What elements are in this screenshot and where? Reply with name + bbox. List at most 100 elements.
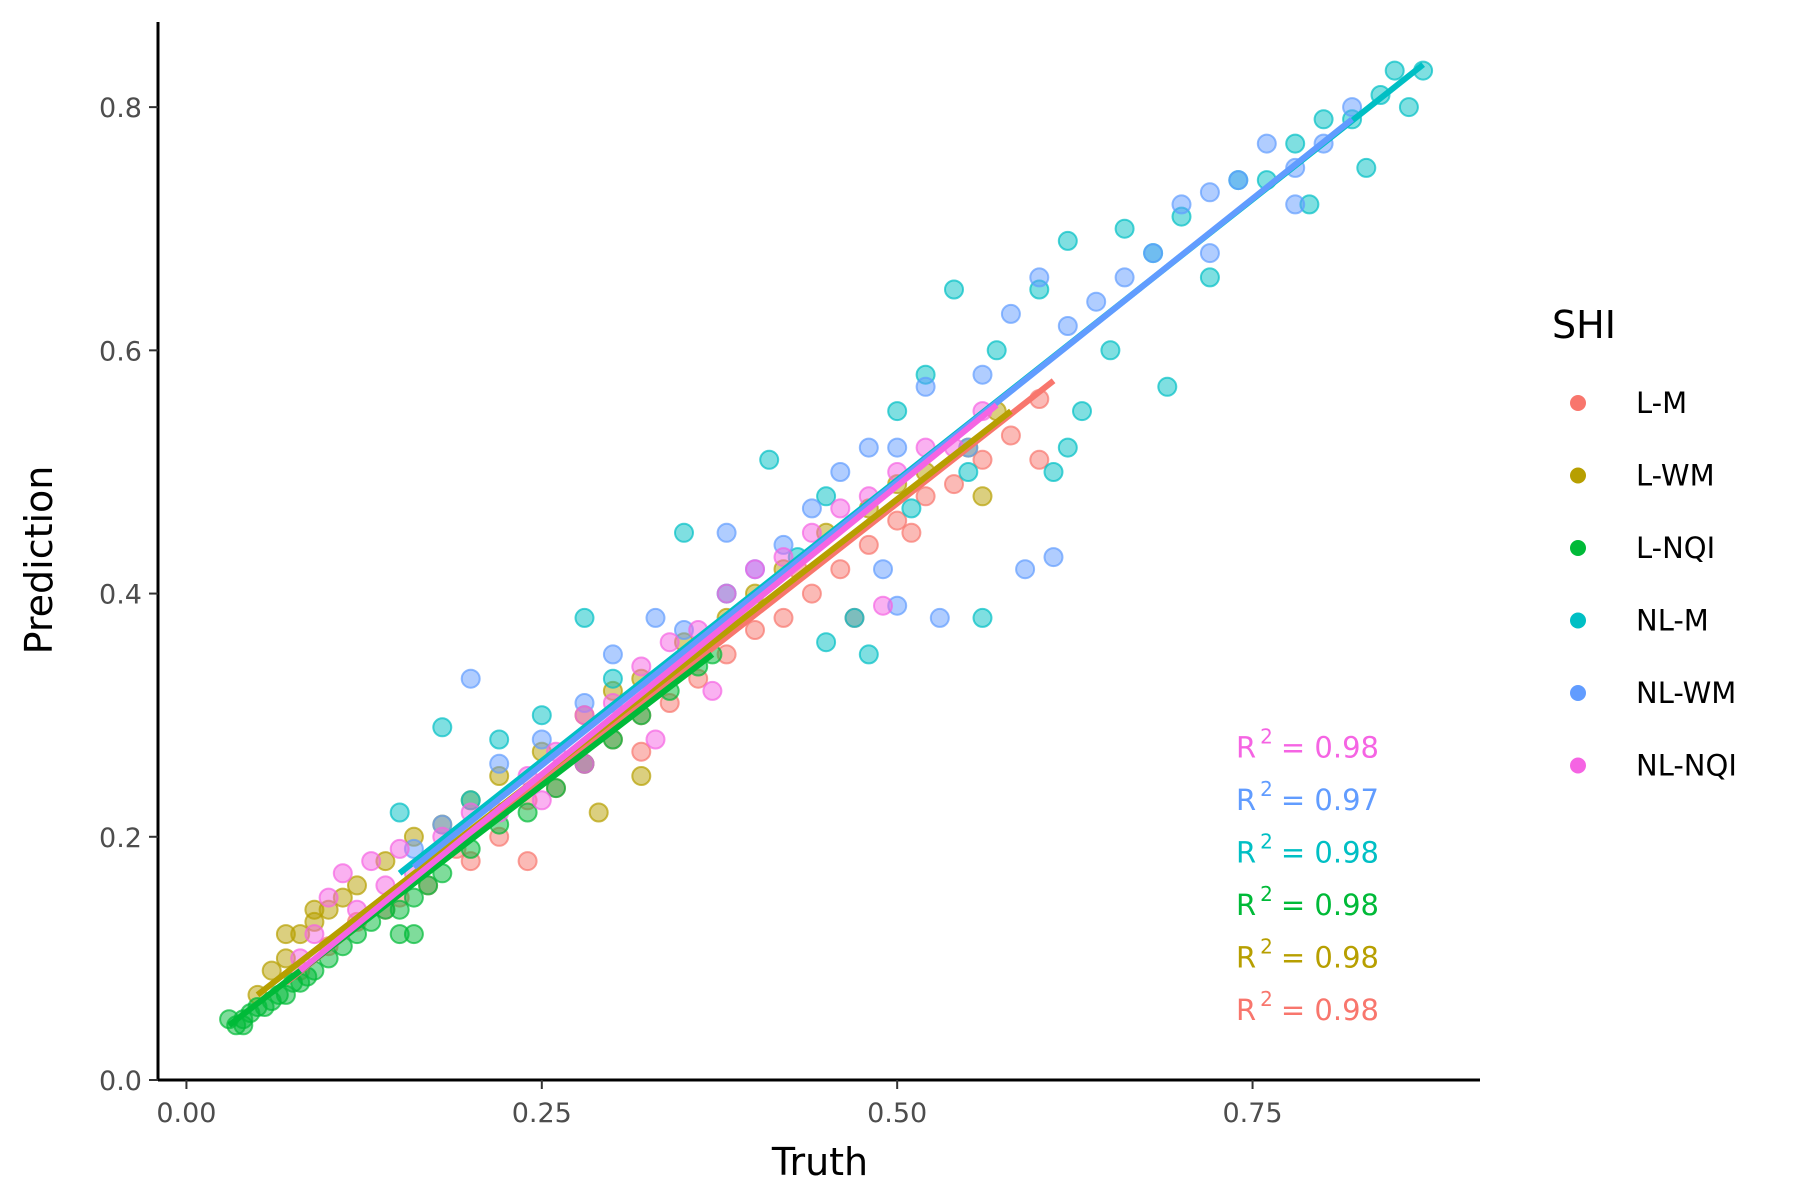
point-nl-nqi-16	[631, 656, 652, 677]
legend-label-l-m: L-M	[1636, 386, 1687, 420]
point-nl-nqi-32	[645, 729, 666, 750]
point-nl-m-14	[887, 401, 908, 422]
point-nl-wm-18	[929, 607, 950, 628]
point-nl-m-20	[986, 340, 1007, 361]
point-nl-wm-24	[1043, 547, 1064, 568]
legend-key-l-wm	[1570, 467, 1586, 484]
point-nl-m-41	[1043, 462, 1064, 482]
point-nl-m-5	[574, 607, 595, 628]
point-l-nqi-25	[546, 778, 566, 799]
point-nl-nqi-2	[318, 887, 339, 908]
point-l-m-23	[972, 449, 993, 470]
point-nl-m-36	[1384, 60, 1405, 81]
point-l-wm-29	[588, 802, 609, 823]
legend: SHI L-M L-WM L-NQI NL-M NL-WM NL-NQI	[1552, 303, 1737, 783]
points-layer	[219, 60, 1434, 1036]
point-l-wm-1	[261, 960, 282, 981]
x-tick-label: 0.75	[1222, 1098, 1282, 1129]
point-l-wm-31	[275, 924, 296, 945]
point-nl-m-4	[531, 705, 552, 726]
point-l-m-30	[631, 741, 652, 762]
y-tick-label: 0.8	[99, 93, 142, 124]
point-nl-wm-36	[1199, 243, 1220, 264]
point-l-nqi-24	[517, 802, 538, 823]
r2-annotations: R 2 = 0.98 R 2 = 0.98 R 2 = 0.98 R 2 = 0.98 R 2 = 0.97…	[1236, 725, 1379, 1028]
point-nl-m-11	[816, 486, 837, 507]
point-l-m-20	[887, 510, 908, 531]
point-nl-nqi-20	[745, 559, 765, 580]
r2-label-l-m: R 2 = 0.98	[1236, 987, 1379, 1027]
point-nl-wm-21	[1000, 303, 1021, 324]
x-axis-title: Truth	[771, 1140, 868, 1184]
point-l-nqi-20	[418, 875, 439, 896]
point-nl-nqi-19	[716, 583, 737, 604]
point-nl-m-37	[1398, 97, 1419, 118]
point-nl-m-27	[1157, 376, 1178, 397]
point-nl-nqi-31	[531, 790, 552, 811]
point-l-m-24	[1000, 425, 1021, 446]
point-l-m-17	[801, 583, 822, 604]
point-nl-nqi-22	[801, 522, 822, 543]
point-nl-wm-13	[830, 462, 851, 482]
point-nl-m-24	[1100, 340, 1121, 361]
y-axis-title: Prediction	[17, 466, 61, 655]
point-nl-wm-37	[1285, 194, 1306, 215]
point-nl-m-17	[944, 279, 964, 300]
point-l-wm-30	[304, 899, 325, 920]
point-l-nqi-18	[389, 899, 410, 920]
point-nl-wm-15	[887, 437, 908, 458]
point-nl-wm-25	[1057, 316, 1078, 336]
point-nl-m-12	[844, 607, 865, 628]
point-nl-m-9	[759, 449, 780, 470]
point-nl-wm-29	[1171, 194, 1192, 215]
point-nl-nqi-17	[659, 632, 680, 653]
point-nl-m-18	[958, 462, 979, 482]
r2-label-l-wm: R 2 = 0.98	[1236, 935, 1379, 975]
point-nl-m-19	[972, 607, 993, 628]
point-nl-wm-14	[858, 437, 879, 458]
x-tick-label: 0.00	[156, 1098, 216, 1129]
legend-label-nl-m: NL-M	[1636, 604, 1709, 638]
point-nl-wm-27	[1114, 267, 1135, 288]
axes: 0.00 0.25 0.50 0.75 0.0 0.2 0.4 0.6 0.8	[99, 22, 1480, 1129]
legend-title: SHI	[1552, 303, 1616, 347]
fit-lines-layer	[227, 62, 1425, 1028]
point-l-wm-28	[631, 766, 652, 786]
r2-label-nl-nqi: R 2 = 0.98	[1236, 725, 1379, 765]
point-l-nqi-19	[403, 887, 424, 908]
point-nl-m-23	[1072, 401, 1092, 422]
point-nl-wm-26	[1086, 291, 1107, 312]
point-nl-wm-2	[460, 668, 481, 689]
legend-key-l-nqi	[1570, 540, 1586, 556]
point-nl-wm-20	[972, 364, 993, 385]
point-l-m-27	[901, 522, 922, 543]
r2-label-l-nqi: R 2 = 0.98	[1236, 882, 1379, 922]
legend-key-nl-nqi	[1570, 757, 1586, 774]
point-l-wm-27	[972, 486, 993, 507]
point-l-m-26	[1029, 449, 1050, 470]
x-tick-label: 0.25	[512, 1098, 572, 1129]
fit-line-nl-wm	[412, 116, 1354, 870]
point-nl-m-25	[1114, 218, 1135, 239]
y-tick-label: 0.4	[99, 580, 142, 611]
y-tick-label: 0.2	[99, 823, 142, 854]
point-nl-m-42	[1057, 437, 1078, 458]
point-nl-m-6	[602, 668, 623, 689]
point-nl-wm-17	[915, 376, 936, 397]
point-nl-nqi-21	[773, 547, 794, 568]
point-nl-nqi-3	[332, 863, 353, 884]
legend-label-l-nqi: L-NQI	[1636, 531, 1715, 565]
legend-label-l-wm: L-WM	[1636, 459, 1715, 493]
point-nl-nqi-7	[389, 838, 410, 859]
point-nl-wm-9	[716, 522, 737, 543]
point-nl-wm-31	[1228, 170, 1249, 191]
legend-key-l-m	[1570, 395, 1586, 411]
point-nl-wm-4	[531, 729, 552, 750]
point-nl-nqi-1	[304, 924, 325, 945]
point-nl-m-33	[1313, 109, 1334, 130]
legend-label-nl-wm: NL-WM	[1636, 676, 1736, 710]
point-nl-wm-7	[645, 607, 666, 628]
point-nl-wm-3	[489, 753, 510, 774]
point-nl-wm-23	[1029, 267, 1050, 288]
